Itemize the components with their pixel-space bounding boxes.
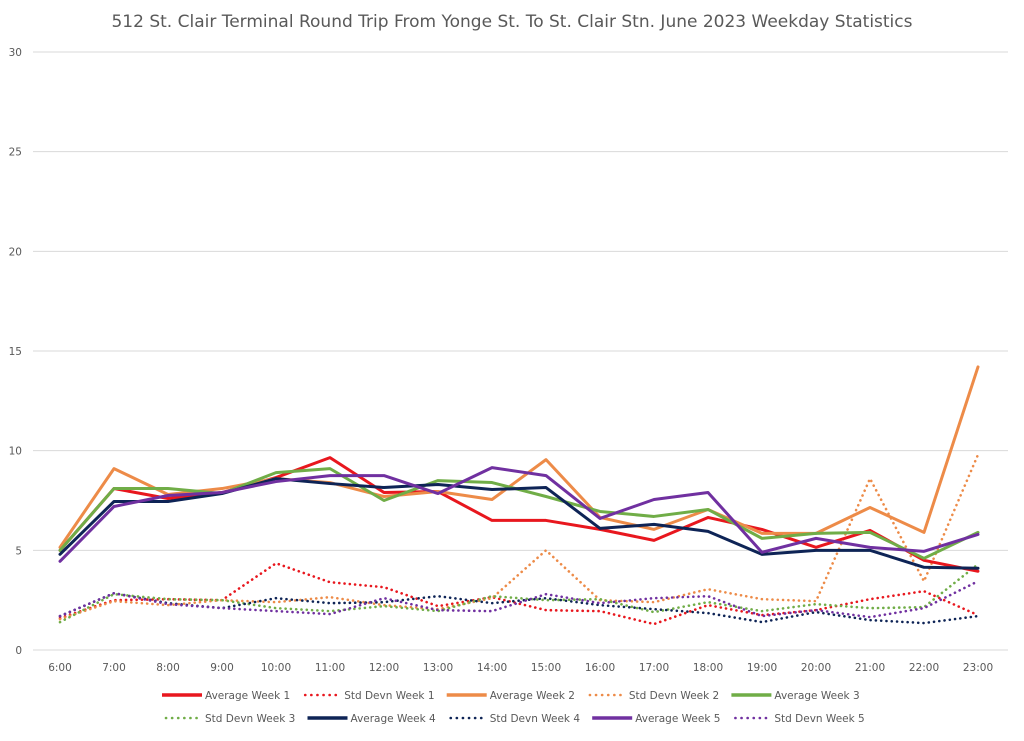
series-lines — [58, 365, 980, 626]
series-std-devn-week-4 — [58, 591, 980, 625]
legend-item-average-week-3[interactable]: Average Week 3 — [731, 690, 860, 702]
x-tick-label: 10:00 — [261, 662, 291, 674]
y-tick-label: 0 — [15, 645, 22, 657]
series-line-std-devn-week-3 — [58, 562, 980, 624]
legend-item-std-devn-week-4[interactable]: Std Devn Week 4 — [449, 713, 581, 725]
x-tick-label: 13:00 — [423, 662, 453, 674]
x-tick-label: 17:00 — [639, 662, 669, 674]
series-line-std-devn-week-5 — [58, 579, 980, 619]
legend-label: Std Devn Week 2 — [629, 690, 719, 702]
legend-item-average-week-1[interactable]: Average Week 1 — [162, 690, 290, 702]
series-line-std-devn-week-1 — [58, 561, 980, 626]
x-tick-label: 15:00 — [531, 662, 561, 674]
legend-label: Average Week 2 — [490, 690, 575, 702]
series-line-average-week-1 — [58, 456, 980, 573]
series-average-week-1 — [58, 456, 980, 573]
legend-label: Std Devn Week 4 — [490, 713, 581, 725]
x-tick-label: 11:00 — [315, 662, 345, 674]
x-tick-label: 14:00 — [477, 662, 507, 674]
legend-label: Average Week 3 — [774, 690, 859, 702]
y-tick-label: 20 — [9, 246, 22, 258]
series-average-week-4 — [58, 477, 980, 570]
x-tick-label: 9:00 — [210, 662, 234, 674]
legend-item-std-devn-week-2[interactable]: Std Devn Week 2 — [588, 690, 719, 702]
legend-item-std-devn-week-3[interactable]: Std Devn Week 3 — [164, 713, 295, 725]
legend-item-average-week-4[interactable]: Average Week 4 — [307, 713, 437, 725]
legend-label: Average Week 5 — [635, 713, 720, 725]
y-tick-label: 25 — [9, 147, 22, 159]
legend-label: Average Week 1 — [205, 690, 290, 702]
series-line-average-week-5 — [58, 466, 980, 563]
series-line-average-week-2 — [58, 365, 980, 549]
chart-title: 512 St. Clair Terminal Round Trip From Y… — [111, 12, 912, 32]
x-tick-label: 7:00 — [102, 662, 126, 674]
y-axis-ticks: 0 5 10 15 20 25 30 — [9, 47, 22, 657]
series-line-average-week-4 — [58, 477, 980, 570]
x-tick-label: 16:00 — [585, 662, 615, 674]
x-tick-label: 18:00 — [693, 662, 723, 674]
x-tick-label: 12:00 — [369, 662, 399, 674]
x-axis-ticks: 6:00 7:00 8:00 9:00 10:00 11:00 12:00 13:00 14:0… — [48, 662, 993, 674]
legend-label: Average Week 4 — [351, 713, 437, 725]
legend-label: Std Devn Week 1 — [344, 690, 434, 702]
legend-item-std-devn-week-1[interactable]: Std Devn Week 1 — [303, 690, 435, 702]
x-tick-label: 22:00 — [909, 662, 939, 674]
series-line-std-devn-week-4 — [58, 591, 980, 625]
x-tick-label: 21:00 — [855, 662, 885, 674]
gridlines — [33, 51, 1008, 651]
legend: Average Week 1 Std Devn Week 1 Average Wee… — [162, 690, 865, 725]
y-tick-label: 15 — [9, 346, 22, 358]
x-tick-label: 8:00 — [156, 662, 180, 674]
y-tick-label: 5 — [15, 545, 22, 557]
legend-item-average-week-5[interactable]: Average Week 5 — [592, 713, 720, 725]
x-tick-label: 19:00 — [747, 662, 777, 674]
legend-label: Std Devn Week 5 — [774, 713, 864, 725]
series-average-week-5 — [58, 466, 980, 563]
legend-label: Std Devn Week 3 — [205, 713, 295, 725]
legend-item-average-week-2[interactable]: Average Week 2 — [446, 690, 575, 702]
y-tick-label: 10 — [9, 446, 22, 458]
x-tick-label: 23:00 — [963, 662, 993, 674]
x-tick-label: 6:00 — [48, 662, 72, 674]
legend-item-std-devn-week-5[interactable]: Std Devn Week 5 — [734, 713, 865, 725]
y-tick-label: 30 — [9, 47, 22, 59]
x-tick-label: 20:00 — [801, 662, 831, 674]
series-std-devn-week-3 — [58, 562, 980, 624]
series-std-devn-week-5 — [58, 579, 980, 619]
